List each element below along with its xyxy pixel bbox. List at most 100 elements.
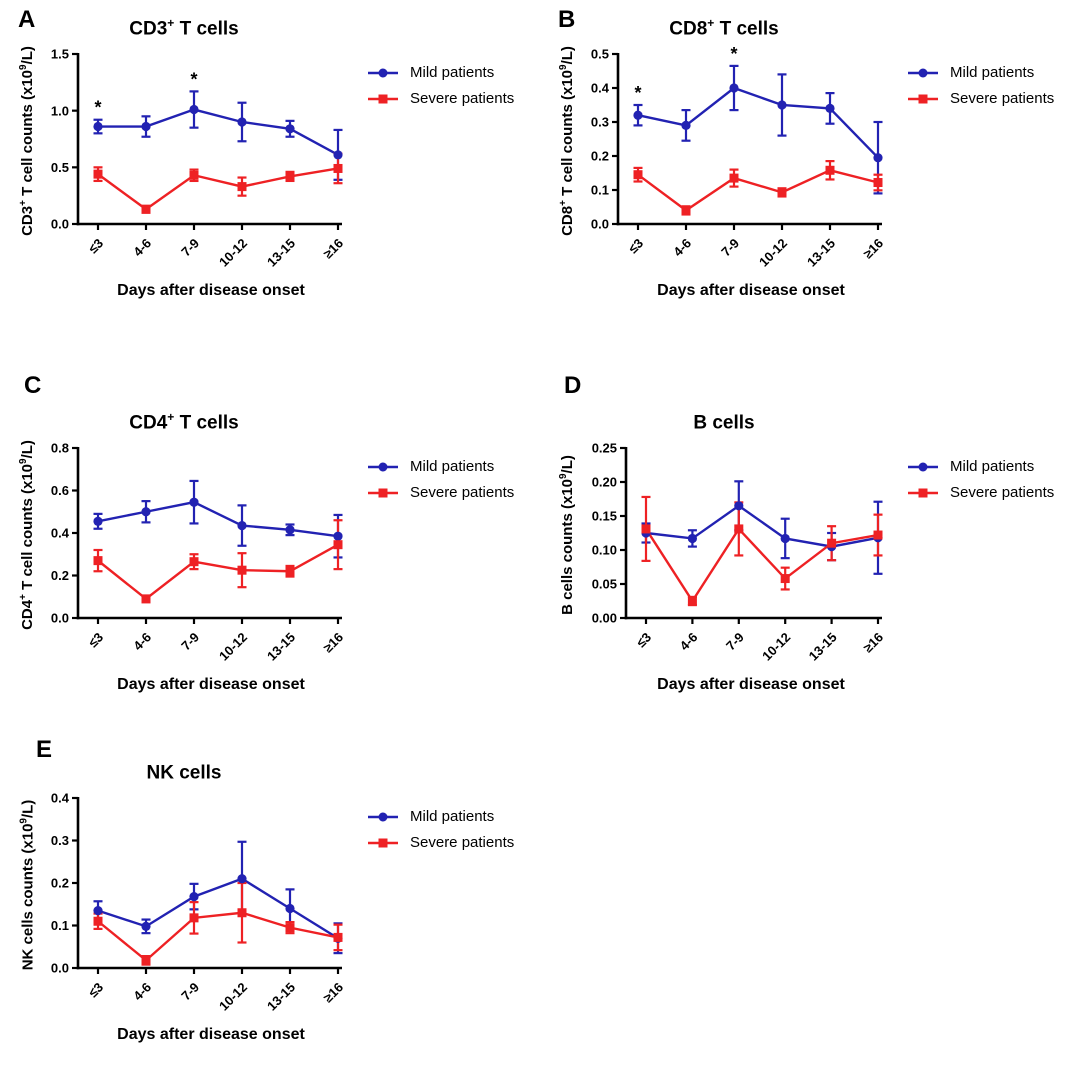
- x-axis-label: Days after disease onset: [117, 1026, 305, 1044]
- legend-item-mild: Mild patients: [366, 64, 514, 81]
- svg-text:4-6: 4-6: [130, 630, 154, 654]
- svg-text:4-6: 4-6: [670, 236, 694, 260]
- svg-text:0.10: 0.10: [592, 543, 617, 558]
- svg-text:0.25: 0.25: [592, 441, 617, 456]
- svg-text:10-12: 10-12: [216, 630, 250, 664]
- chart-canvas-cd3: 0.0 0.5 1.0 1.5 ≤3 4-6 7-9 10-12 13-15 ≥16 * *: [51, 47, 346, 270]
- svg-text:≥16: ≥16: [860, 630, 886, 656]
- mild-series-marker-icon: [908, 462, 938, 472]
- chart-title: B cells: [554, 360, 894, 434]
- svg-text:0.15: 0.15: [592, 509, 617, 524]
- svg-text:0.2: 0.2: [51, 876, 69, 891]
- svg-text:0.5: 0.5: [591, 47, 609, 62]
- y-axis-label: CD8+ T cell counts (x109/L): [558, 46, 577, 237]
- svg-text:≥16: ≥16: [860, 236, 886, 262]
- svg-text:*: *: [190, 70, 197, 90]
- legend-label-mild: Mild patients: [950, 458, 1035, 476]
- svg-text:4-6: 4-6: [130, 236, 154, 260]
- svg-text:10-12: 10-12: [759, 630, 793, 664]
- mild-series-marker-icon: [368, 812, 398, 822]
- svg-text:0.5: 0.5: [51, 160, 69, 175]
- legend: Mild patients Severe patients: [366, 64, 514, 116]
- svg-text:10-12: 10-12: [756, 236, 790, 270]
- legend-item-mild: Mild patients: [366, 458, 514, 475]
- legend-label-severe: Severe patients: [950, 90, 1055, 108]
- svg-text:0.2: 0.2: [51, 568, 69, 583]
- legend-label-severe: Severe patients: [410, 834, 515, 852]
- legend-item-mild: Mild patients: [906, 458, 1054, 475]
- x-axis-label: Days after disease onset: [117, 282, 305, 300]
- legend-item-mild: Mild patients: [906, 64, 1054, 81]
- x-axis-label: Days after disease onset: [117, 676, 305, 694]
- legend-label-severe: Severe patients: [410, 90, 515, 108]
- panel-e: E NK cells NK cells counts (x109/L) 0.0 0…: [0, 720, 540, 1080]
- legend: Mild patients Severe patients: [906, 64, 1054, 116]
- chart-title-text: NK cells: [146, 762, 222, 784]
- chart-title-text: B cells: [693, 412, 755, 434]
- legend-item-severe: Severe patients: [366, 90, 514, 107]
- svg-text:0.1: 0.1: [51, 918, 69, 933]
- legend-label-mild: Mild patients: [410, 64, 495, 82]
- svg-text:≤3: ≤3: [625, 236, 646, 257]
- svg-text:0.0: 0.0: [51, 961, 69, 976]
- legend-label-severe: Severe patients: [950, 484, 1055, 502]
- chart-title: CD8+ T cells: [554, 0, 894, 40]
- chart-title-sup: +: [167, 410, 175, 424]
- legend-label-mild: Mild patients: [410, 458, 495, 476]
- chart-title: CD3+ T cells: [14, 0, 354, 40]
- y-axis-label: CD3+ T cell counts (x109/L): [18, 46, 37, 237]
- svg-text:13-15: 13-15: [806, 630, 840, 664]
- severe-series-marker-icon: [368, 838, 398, 848]
- x-axis-label: Days after disease onset: [657, 282, 845, 300]
- y-axis-label: CD4+ T cell counts (x109/L): [18, 440, 37, 631]
- panel-label: B: [558, 6, 576, 33]
- chart-title: NK cells: [14, 720, 354, 784]
- svg-text:0.05: 0.05: [592, 577, 617, 592]
- chart-title-rest: T cells: [714, 18, 779, 40]
- chart-canvas-bcells: 0.00 0.05 0.10 0.15 0.20 0.25 ≤3 4-6 7-9 10-12 13-…: [592, 441, 886, 664]
- chart-canvas-cd4: 0.0 0.2 0.4 0.6 0.8 ≤3 4-6 7-9 10-12 13-15 ≥16: [51, 441, 346, 664]
- svg-text:0.3: 0.3: [51, 833, 69, 848]
- svg-text:0.4: 0.4: [51, 791, 70, 806]
- svg-text:4-6: 4-6: [677, 630, 701, 654]
- legend: Mild patients Severe patients: [906, 458, 1054, 510]
- svg-text:13-15: 13-15: [264, 630, 298, 664]
- svg-text:1.0: 1.0: [51, 104, 69, 119]
- svg-text:7-9: 7-9: [178, 236, 202, 260]
- chart-title-rest: T cells: [174, 412, 239, 434]
- svg-text:0.0: 0.0: [591, 217, 609, 232]
- legend: Mild patients Severe patients: [366, 458, 514, 510]
- legend-label-mild: Mild patients: [410, 808, 495, 826]
- svg-text:≤3: ≤3: [633, 630, 654, 651]
- svg-text:*: *: [730, 44, 737, 64]
- svg-text:≤3: ≤3: [85, 236, 106, 257]
- panel-label: D: [564, 372, 582, 399]
- panel-label: E: [36, 736, 53, 763]
- panel-c: C CD4+ T cells CD4+ T cell counts (x109/…: [0, 360, 540, 720]
- svg-text:10-12: 10-12: [216, 236, 250, 270]
- chart-canvas-nk: 0.0 0.1 0.2 0.3 0.4 ≤3 4-6 7-9 10-12 13-15 ≥16: [51, 791, 346, 1014]
- chart-title: CD4+ T cells: [14, 360, 354, 434]
- svg-text:7-9: 7-9: [723, 630, 747, 654]
- chart-title-text: CD8: [669, 18, 708, 40]
- svg-text:*: *: [94, 98, 101, 118]
- chart-title-rest: T cells: [174, 18, 239, 40]
- panel-label: C: [24, 372, 42, 399]
- svg-text:0.0: 0.0: [51, 217, 69, 232]
- panel-b: B CD8+ T cells CD8+ T cell counts (x109/…: [540, 0, 1080, 360]
- svg-text:10-12: 10-12: [216, 980, 250, 1014]
- y-axis-label: NK cells counts (x109/L): [18, 800, 37, 971]
- chart-title-sup: +: [167, 16, 175, 30]
- severe-series-marker-icon: [368, 94, 398, 104]
- legend-item-severe: Severe patients: [366, 834, 514, 851]
- legend: Mild patients Severe patients: [366, 808, 514, 860]
- svg-text:13-15: 13-15: [804, 236, 838, 270]
- svg-text:0.8: 0.8: [51, 441, 69, 456]
- severe-series-marker-icon: [368, 488, 398, 498]
- svg-text:≤3: ≤3: [85, 980, 106, 1001]
- svg-text:≤3: ≤3: [85, 630, 106, 651]
- mild-series-marker-icon: [368, 462, 398, 472]
- chart-title-sup: +: [707, 16, 715, 30]
- svg-text:7-9: 7-9: [718, 236, 742, 260]
